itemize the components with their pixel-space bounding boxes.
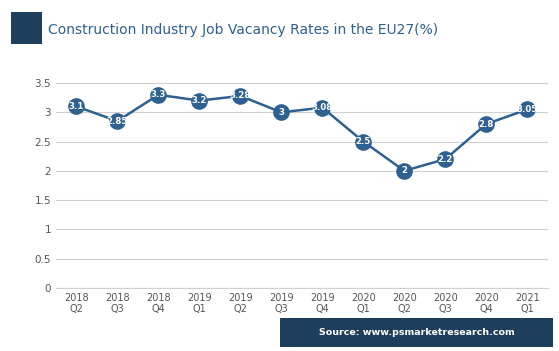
Text: 3.05: 3.05: [517, 105, 538, 114]
Text: 3: 3: [278, 108, 285, 117]
Text: 3.28: 3.28: [230, 92, 251, 100]
Text: 3.3: 3.3: [151, 90, 166, 99]
Text: Construction Industry Job Vacancy Rates in the EU27(%): Construction Industry Job Vacancy Rates …: [48, 23, 438, 37]
Text: 2.5: 2.5: [356, 137, 371, 146]
Text: 2.85: 2.85: [107, 117, 128, 126]
Text: 2.2: 2.2: [438, 155, 453, 164]
Text: 3.1: 3.1: [69, 102, 84, 111]
Text: 2: 2: [401, 166, 408, 175]
Text: 2.8: 2.8: [479, 120, 494, 128]
Text: Source: www.psmarketresearch.com: Source: www.psmarketresearch.com: [319, 328, 514, 337]
Text: 3.08: 3.08: [312, 103, 333, 112]
Text: 3.2: 3.2: [192, 96, 207, 105]
